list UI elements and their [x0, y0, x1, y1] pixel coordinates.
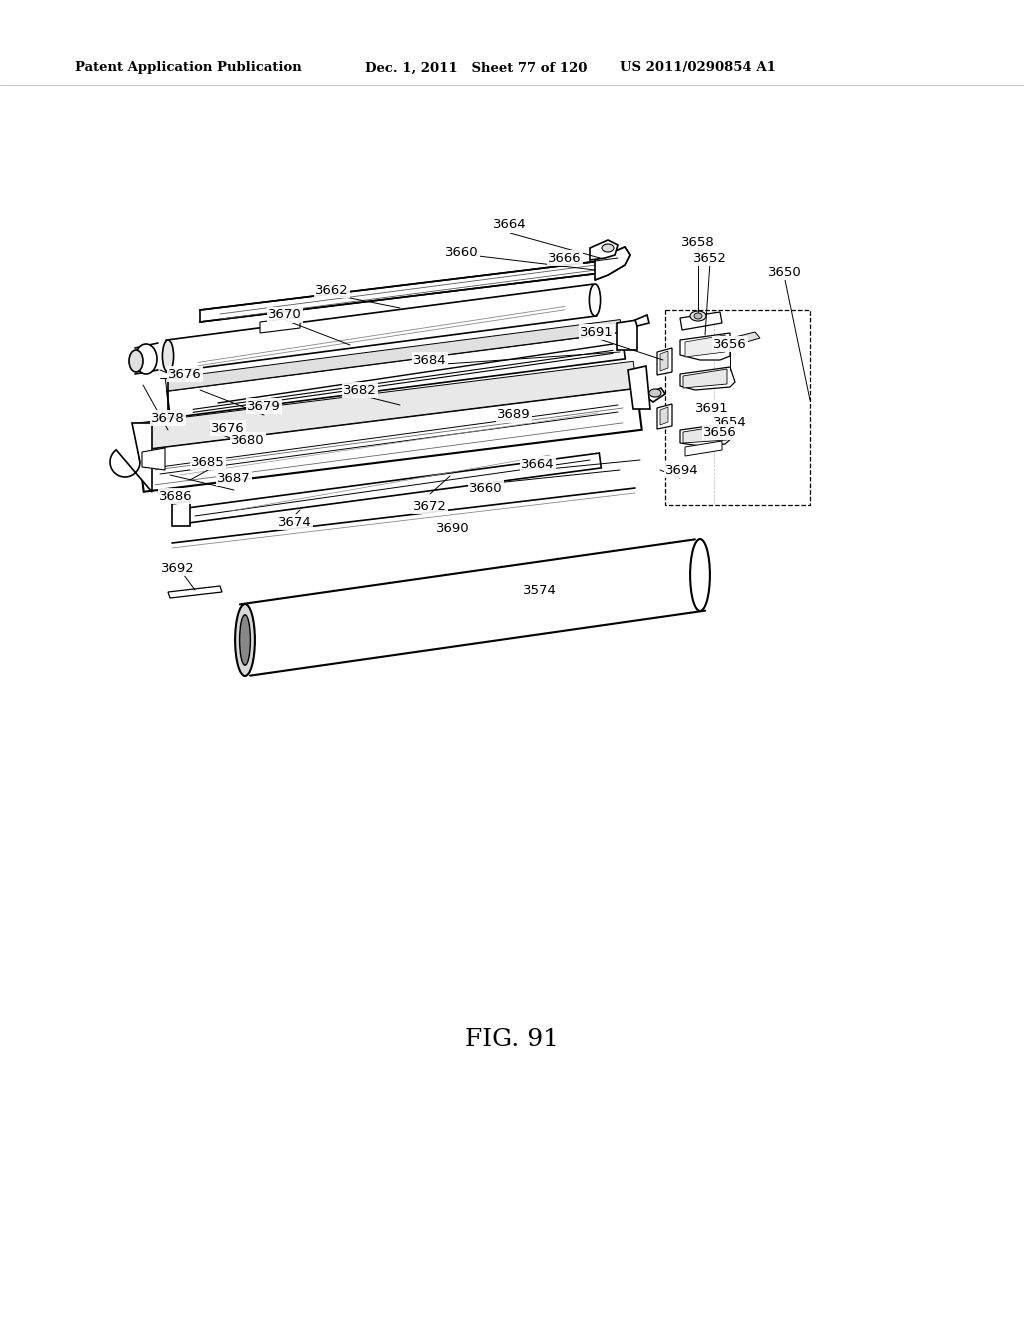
- Ellipse shape: [135, 345, 157, 374]
- Polygon shape: [617, 319, 637, 350]
- Polygon shape: [685, 441, 722, 455]
- Polygon shape: [643, 388, 665, 403]
- Ellipse shape: [129, 350, 143, 372]
- Polygon shape: [142, 447, 165, 470]
- Polygon shape: [138, 388, 642, 492]
- Ellipse shape: [690, 539, 710, 611]
- Polygon shape: [660, 351, 668, 371]
- Polygon shape: [685, 335, 725, 356]
- Text: US 2011/0290854 A1: US 2011/0290854 A1: [620, 62, 776, 74]
- Ellipse shape: [690, 312, 706, 321]
- Text: 3660: 3660: [469, 482, 503, 495]
- Text: 3691: 3691: [695, 401, 729, 414]
- Text: Patent Application Publication: Patent Application Publication: [75, 62, 302, 74]
- Polygon shape: [683, 425, 727, 444]
- Text: 3685: 3685: [191, 455, 225, 469]
- Text: 3678: 3678: [152, 412, 185, 425]
- Polygon shape: [240, 540, 706, 676]
- Polygon shape: [110, 422, 152, 492]
- Text: 3666: 3666: [548, 252, 582, 264]
- Ellipse shape: [240, 615, 251, 665]
- Ellipse shape: [590, 284, 601, 315]
- Ellipse shape: [163, 341, 174, 372]
- Text: 3694: 3694: [666, 463, 698, 477]
- Polygon shape: [628, 366, 650, 409]
- Polygon shape: [683, 370, 727, 388]
- Text: 3691: 3691: [581, 326, 613, 338]
- Polygon shape: [260, 317, 300, 333]
- Text: 3574: 3574: [523, 583, 557, 597]
- Polygon shape: [595, 247, 630, 280]
- Text: 3652: 3652: [693, 252, 727, 264]
- Polygon shape: [660, 407, 668, 425]
- Polygon shape: [680, 333, 730, 360]
- Text: 3664: 3664: [494, 219, 526, 231]
- Polygon shape: [165, 319, 622, 391]
- Text: 3658: 3658: [681, 235, 715, 248]
- Polygon shape: [172, 502, 190, 525]
- Text: 3674: 3674: [279, 516, 312, 528]
- Polygon shape: [680, 312, 722, 330]
- Polygon shape: [168, 586, 222, 598]
- Text: 3654: 3654: [713, 416, 746, 429]
- Text: 3692: 3692: [161, 561, 195, 574]
- Polygon shape: [590, 240, 618, 260]
- Text: 3656: 3656: [703, 425, 737, 438]
- Text: 3684: 3684: [414, 354, 446, 367]
- Ellipse shape: [649, 389, 662, 397]
- Polygon shape: [680, 422, 732, 446]
- Ellipse shape: [236, 605, 255, 676]
- Polygon shape: [657, 348, 672, 375]
- Text: 3686: 3686: [159, 490, 193, 503]
- Text: 3676: 3676: [211, 421, 245, 434]
- Polygon shape: [166, 284, 597, 372]
- Text: 3687: 3687: [217, 471, 251, 484]
- Text: 3650: 3650: [768, 265, 802, 279]
- Text: 3690: 3690: [436, 521, 470, 535]
- Ellipse shape: [602, 244, 614, 252]
- Text: 3662: 3662: [315, 284, 349, 297]
- Text: 3672: 3672: [413, 499, 446, 512]
- Text: 3660: 3660: [445, 246, 479, 259]
- Text: FIG. 91: FIG. 91: [465, 1028, 559, 1052]
- Text: 3656: 3656: [713, 338, 746, 351]
- Text: 3670: 3670: [268, 309, 302, 322]
- Polygon shape: [635, 315, 649, 326]
- Polygon shape: [179, 453, 601, 524]
- Polygon shape: [657, 404, 672, 429]
- Text: 3664: 3664: [521, 458, 555, 470]
- Polygon shape: [735, 333, 760, 345]
- Polygon shape: [200, 261, 601, 322]
- Ellipse shape: [694, 313, 702, 319]
- Text: 3679: 3679: [247, 400, 281, 412]
- Text: 3676: 3676: [168, 367, 202, 380]
- Text: 3689: 3689: [498, 408, 530, 421]
- Text: Dec. 1, 2011   Sheet 77 of 120: Dec. 1, 2011 Sheet 77 of 120: [365, 62, 588, 74]
- Text: 3680: 3680: [231, 433, 265, 446]
- Polygon shape: [135, 362, 637, 450]
- Polygon shape: [680, 367, 735, 389]
- Polygon shape: [167, 333, 626, 418]
- Text: 3682: 3682: [343, 384, 377, 396]
